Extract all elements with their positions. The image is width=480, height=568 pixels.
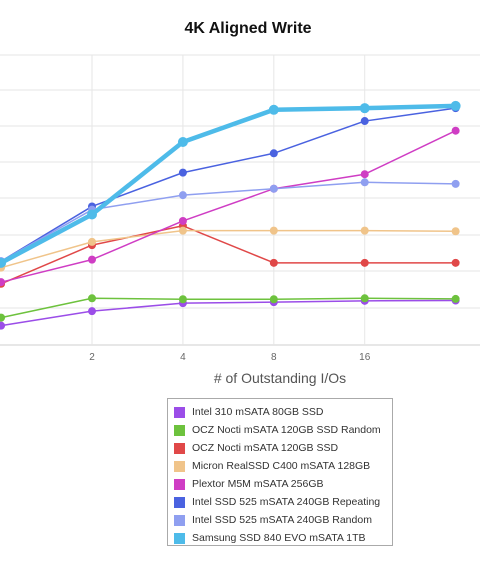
data-point [88, 255, 96, 264]
legend-swatch [174, 514, 185, 526]
data-point [178, 168, 187, 177]
series-line [0, 181, 456, 262]
series-line [0, 299, 456, 327]
data-point [451, 294, 460, 303]
data-point [360, 170, 369, 179]
data-point [360, 117, 369, 126]
x-axis-label: # of Outstanding I/Os [213, 370, 347, 386]
series-line [0, 130, 456, 283]
data-point [268, 104, 279, 115]
legend-item: Intel SSD 525 mSATA 240GB Repeating [174, 493, 392, 511]
legend: Intel 310 mSATA 80GB SSD OCZ Nocti mSATA … [167, 398, 393, 546]
data-point [88, 237, 96, 246]
legend-swatch [174, 532, 185, 544]
data-point [359, 103, 370, 114]
data-point [269, 258, 278, 267]
data-point [269, 149, 278, 158]
data-point [360, 178, 369, 187]
data-point [88, 294, 96, 303]
x-tick-label: 4 [180, 352, 186, 363]
data-point [451, 258, 460, 267]
legend-label: Micron RealSSD C400 mSATA 128GB [192, 460, 371, 472]
legend-swatch [174, 424, 185, 436]
legend-label: Intel 310 mSATA 80GB SSD [192, 406, 324, 418]
legend-swatch [174, 406, 185, 418]
legend-item: OCZ Nocti mSATA 120GB SSD [174, 439, 392, 457]
series-line [0, 103, 456, 265]
legend-item: Plextor M5M mSATA 256GB [174, 475, 392, 493]
legend-swatch [174, 460, 185, 472]
data-point [269, 226, 278, 235]
legend-swatch [174, 442, 185, 454]
legend-label: OCZ Nocti mSATA 120GB SSD Random [192, 424, 381, 436]
series-line [0, 297, 456, 319]
data-point [451, 227, 460, 236]
legend-swatch [174, 496, 185, 508]
data-point [360, 294, 369, 303]
data-point [0, 257, 7, 268]
data-point [451, 126, 460, 135]
legend-item: Intel 310 mSATA 80GB SSD [174, 403, 392, 421]
data-point [0, 278, 6, 287]
chart-title: 4K Aligned Write [184, 20, 312, 37]
x-tick-label: 2 [89, 352, 95, 363]
data-point [450, 100, 461, 111]
data-point [177, 137, 188, 147]
data-point [88, 307, 96, 316]
legend-item: Samsung SSD 840 EVO mSATA 1TB [174, 529, 392, 547]
data-point [0, 321, 6, 330]
data-point [0, 313, 6, 322]
legend-label: Intel SSD 525 mSATA 240GB Repeating [192, 496, 381, 508]
series-line [0, 229, 456, 269]
legend-item: OCZ Nocti mSATA 120GB SSD Random [174, 421, 392, 439]
x-tick-label: 16 [359, 352, 371, 363]
legend-label: Intel SSD 525 mSATA 240GB Random [192, 514, 372, 526]
legend-item: Intel SSD 525 mSATA 240GB Random [174, 511, 392, 529]
data-point [178, 191, 187, 200]
data-point [178, 216, 187, 225]
data-point [87, 209, 97, 220]
data-point [451, 179, 460, 188]
legend-item: Micron RealSSD C400 mSATA 128GB [174, 457, 392, 475]
data-point [360, 226, 369, 235]
data-point [178, 295, 187, 304]
x-tick-label: 8 [271, 352, 277, 363]
data-point [360, 258, 369, 267]
data-point [269, 295, 278, 304]
legend-swatch [174, 478, 185, 490]
legend-label: Samsung SSD 840 EVO mSATA 1TB [192, 532, 366, 544]
data-point [178, 226, 187, 235]
series-line [0, 107, 456, 262]
legend-label: OCZ Nocti mSATA 120GB SSD [192, 442, 339, 454]
series-line [0, 225, 456, 285]
legend-label: Plextor M5M mSATA 256GB [192, 478, 324, 490]
data-point [269, 184, 278, 193]
